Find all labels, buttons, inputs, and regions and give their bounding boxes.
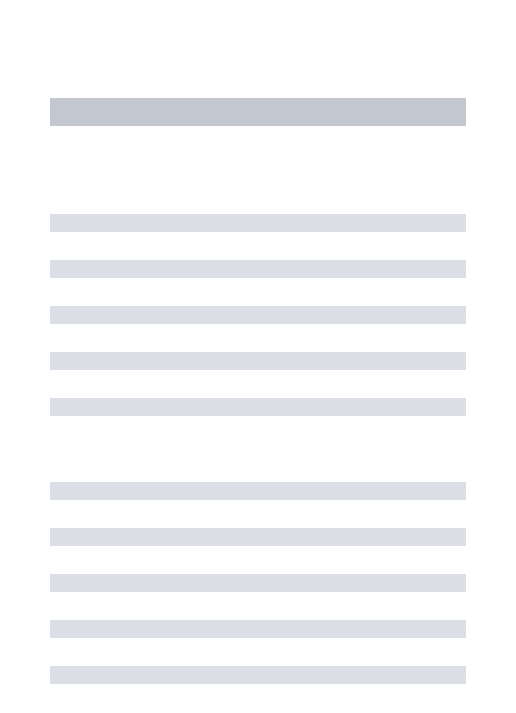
- skeleton-header-bar: [50, 98, 466, 126]
- skeleton-container: [0, 0, 516, 713]
- skeleton-group-1: [50, 214, 466, 416]
- skeleton-line: [50, 260, 466, 278]
- skeleton-line: [50, 352, 466, 370]
- skeleton-line: [50, 528, 466, 546]
- skeleton-line: [50, 306, 466, 324]
- skeleton-line: [50, 398, 466, 416]
- skeleton-group-2: [50, 482, 466, 684]
- skeleton-line: [50, 214, 466, 232]
- skeleton-line: [50, 666, 466, 684]
- skeleton-group-gap: [50, 444, 466, 482]
- skeleton-line: [50, 574, 466, 592]
- skeleton-line: [50, 620, 466, 638]
- skeleton-line: [50, 482, 466, 500]
